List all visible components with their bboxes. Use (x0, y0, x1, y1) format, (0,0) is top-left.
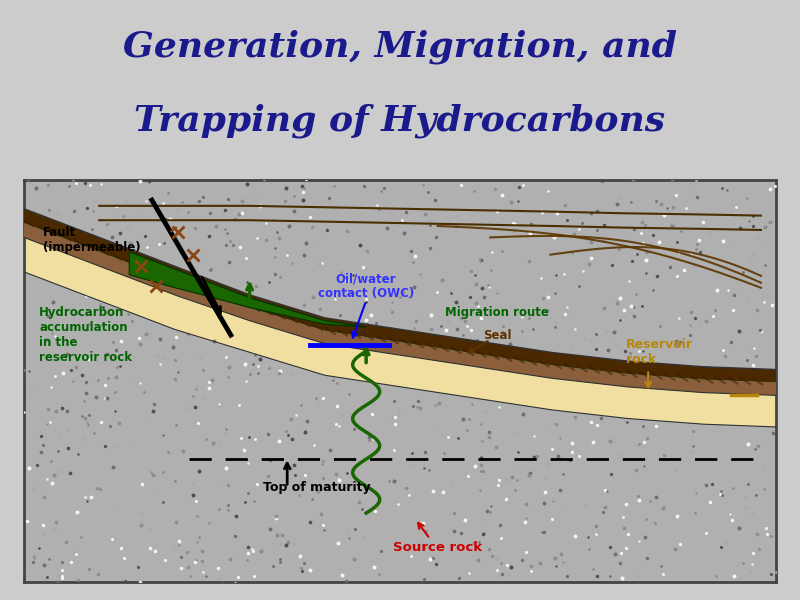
Text: Hydrocarbon
accumulation
in the
reservoir rock: Hydrocarbon accumulation in the reservoi… (39, 306, 132, 364)
Polygon shape (24, 209, 776, 382)
Text: Reservoir
rock: Reservoir rock (626, 338, 693, 366)
Text: Seal: Seal (482, 329, 511, 341)
Text: Migration route: Migration route (445, 305, 549, 319)
Text: Trapping of Hydrocarbons: Trapping of Hydrocarbons (134, 104, 666, 138)
Polygon shape (130, 252, 366, 327)
Polygon shape (24, 223, 776, 395)
Text: Source rock: Source rock (393, 541, 482, 554)
Polygon shape (24, 151, 776, 370)
Text: Top of maturity: Top of maturity (263, 481, 371, 494)
Polygon shape (24, 238, 776, 427)
Polygon shape (24, 272, 776, 600)
Text: Fault
(impermeable): Fault (impermeable) (43, 226, 141, 254)
Text: Oil/water
contact (OWC): Oil/water contact (OWC) (318, 272, 414, 300)
Text: Generation, Migration, and: Generation, Migration, and (123, 30, 677, 64)
